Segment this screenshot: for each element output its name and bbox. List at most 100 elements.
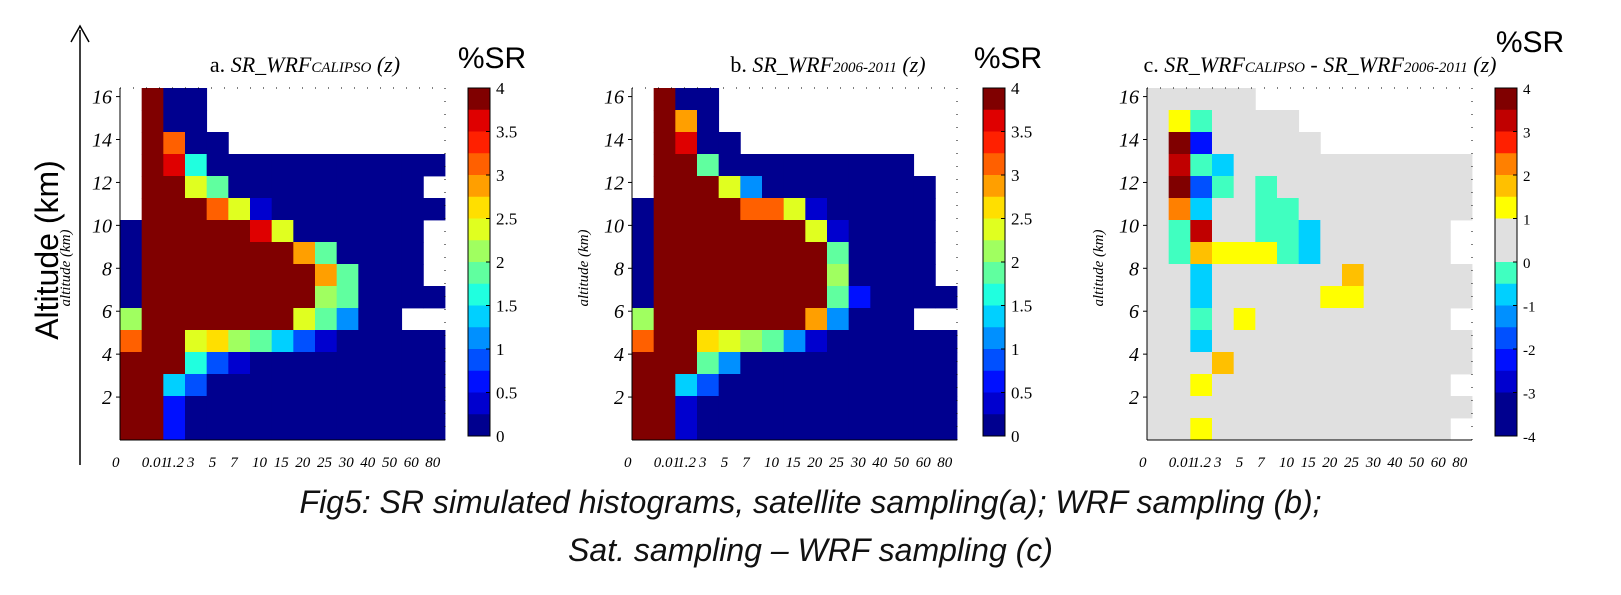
- heatmap-cell: [762, 396, 785, 419]
- heatmap-cell: [1320, 308, 1343, 331]
- heatmap-cell: [870, 242, 893, 265]
- heatmap-cell: [1320, 198, 1343, 221]
- colorbar-tick-label: 3.5: [1011, 123, 1032, 142]
- heatmap-cell: [163, 154, 186, 177]
- heatmap-cell: [1233, 198, 1256, 221]
- colorbar-tick-label: 0.5: [1011, 384, 1032, 403]
- heatmap-cell: [827, 418, 850, 441]
- heatmap-cell: [1212, 242, 1235, 265]
- heatmap-cell: [1277, 308, 1300, 331]
- heatmap-cell: [1147, 374, 1170, 397]
- heatmap-cell: [206, 220, 229, 243]
- heatmap-cell: [250, 418, 273, 441]
- heatmap-cell: [718, 242, 741, 265]
- heatmap-cell: [827, 374, 850, 397]
- y-tick-label-a: 12: [92, 172, 112, 194]
- heatmap-cell: [1363, 308, 1386, 331]
- heatmap-cell: [358, 396, 381, 419]
- heatmap-cell: [870, 264, 893, 287]
- heatmap-cell: [653, 242, 676, 265]
- heatmap-cell: [1342, 330, 1365, 353]
- heatmap-cell: [1450, 264, 1473, 287]
- x-tick-labels-c: 0 0.011.2 3 5 7 10 15 20 25 30 40 50 60 80: [1139, 455, 1468, 471]
- heatmap-cell: [401, 242, 424, 265]
- heatmap-cell: [1407, 352, 1430, 375]
- heatmap-cell: [848, 308, 871, 331]
- heatmap-cell: [315, 154, 338, 177]
- heatmap-cell: [1233, 264, 1256, 287]
- heatmap-cell: [718, 374, 741, 397]
- colorbar-segment: [1495, 262, 1517, 285]
- heatmap-cell: [336, 264, 359, 287]
- heatmap-cell: [675, 330, 698, 353]
- heatmap-cell: [1407, 154, 1430, 177]
- colorbar-segment: [468, 392, 490, 415]
- y-label-b: altitude (km): [576, 229, 592, 306]
- x-tick-label: 0: [112, 455, 120, 471]
- heatmap-cell: [401, 374, 424, 397]
- heatmap-cell: [1320, 374, 1343, 397]
- heatmap-cell: [271, 352, 294, 375]
- heatmap-cell: [1233, 396, 1256, 419]
- heatmap-cell: [1190, 330, 1213, 353]
- heatmap-cell: [675, 132, 698, 155]
- colorbar-segment: [468, 327, 490, 350]
- heatmap-cell: [250, 154, 273, 177]
- heatmap-cell: [401, 286, 424, 309]
- heatmap-cell: [653, 418, 676, 441]
- heatmap-cell: [805, 264, 828, 287]
- heatmap-cell: [870, 396, 893, 419]
- heatmap-cell: [228, 374, 251, 397]
- heatmap-cell: [870, 176, 893, 199]
- heatmap-cell: [1212, 396, 1235, 419]
- heatmap-cell: [1450, 330, 1473, 353]
- heatmap-cell: [1190, 286, 1213, 309]
- y-tick-label-b: 14: [604, 130, 624, 152]
- heatmap-cell: [250, 242, 273, 265]
- x-tick-label: 0: [1139, 455, 1147, 471]
- heatmap-cell: [653, 286, 676, 309]
- x-tick-label: 50: [382, 455, 398, 471]
- heatmap-cell: [762, 176, 785, 199]
- heatmap-cell: [1320, 396, 1343, 419]
- colorbar-tick-label: 2.5: [496, 210, 517, 229]
- heatmap-cell: [827, 286, 850, 309]
- heatmap-cell: [740, 286, 763, 309]
- heatmap-cell: [740, 154, 763, 177]
- x-tick-label: 20: [807, 455, 823, 471]
- heatmap-cell: [697, 330, 720, 353]
- heatmap-cell: [1255, 286, 1278, 309]
- heatmap-cell: [892, 374, 915, 397]
- heatmap-cell: [632, 418, 655, 441]
- heatmap-cell: [206, 352, 229, 375]
- heatmap-cell: [185, 220, 208, 243]
- heatmap-cell: [805, 418, 828, 441]
- colorbar-tick-label: 1: [1011, 340, 1020, 359]
- heatmap-cell: [740, 198, 763, 221]
- colorbar-segment: [983, 153, 1005, 176]
- heatmap-cell: [185, 396, 208, 419]
- x-tick-label: 30: [850, 455, 867, 471]
- heatmap-cell: [401, 220, 424, 243]
- heatmap-cell: [358, 220, 381, 243]
- heatmap-cell: [228, 176, 251, 199]
- y-tick-label-c: 4: [1129, 344, 1139, 366]
- heatmap-cell: [632, 330, 655, 353]
- heatmap-cell: [1385, 374, 1408, 397]
- heatmap-cell: [697, 286, 720, 309]
- heatmap-cell: [185, 88, 208, 111]
- heatmap-cell: [1255, 374, 1278, 397]
- colorbar-segment: [468, 153, 490, 176]
- heatmap-cell: [228, 198, 251, 221]
- heatmap-cell: [1212, 198, 1235, 221]
- heatmap-cell: [783, 198, 806, 221]
- colorbar-segment: [468, 131, 490, 154]
- heatmap-cell: [293, 330, 316, 353]
- heatmap-cell: [380, 396, 403, 419]
- heatmap-cell: [358, 242, 381, 265]
- heatmap-cell: [1342, 154, 1365, 177]
- heatmap-cell: [892, 330, 915, 353]
- heatmap-cell: [653, 220, 676, 243]
- heatmap-cell: [163, 264, 186, 287]
- colorbar-title-c: %SR: [1496, 26, 1564, 59]
